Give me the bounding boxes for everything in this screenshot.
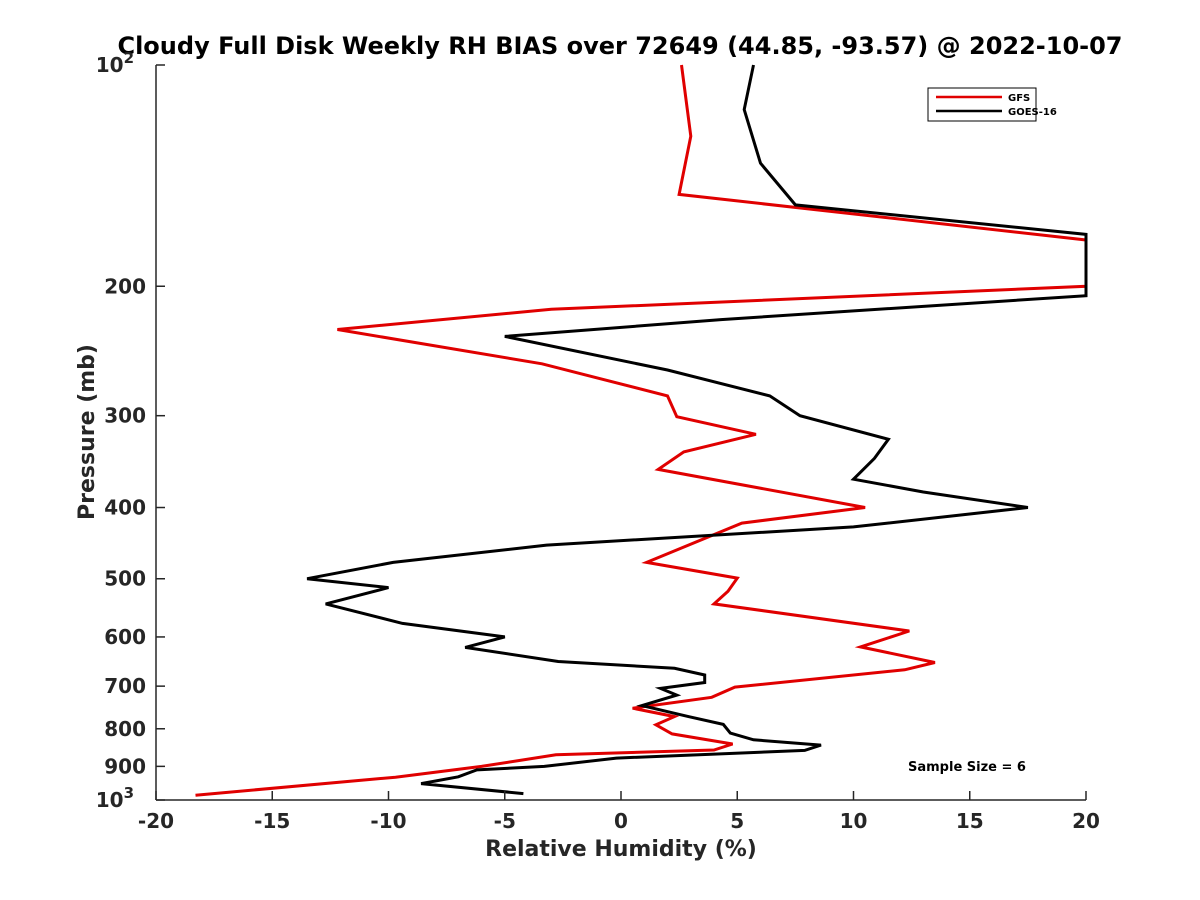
x-tick-label: -15 [254, 809, 290, 833]
legend: GFS GOES-16 [927, 87, 1057, 122]
y-tick-label: 600 [104, 625, 146, 649]
legend-label-gfs: GFS [1008, 93, 1030, 104]
y-tick-label: 800 [104, 717, 146, 741]
x-axis-label: Relative Humidity (%) [485, 837, 757, 862]
series-line-goes16 [306, 64, 1088, 796]
legend-box [927, 87, 1037, 122]
x-tick-label: 15 [956, 809, 984, 833]
y-tick-label: 500 [104, 567, 146, 591]
x-tick-label: -20 [138, 809, 174, 833]
x-axis-ticks: -20 -15 -10 -5 0 5 10 15 20 [138, 791, 1100, 833]
y-axis-label: Pressure (mb) [75, 344, 100, 520]
y-tick-label: 900 [104, 754, 146, 778]
legend-label-goes16: GOES-16 [1008, 107, 1057, 118]
x-tick-label: -5 [494, 809, 516, 833]
y-tick-label: 300 [104, 404, 146, 428]
chart-title: Cloudy Full Disk Weekly RH BIAS over 726… [117, 32, 1122, 60]
y-tick-label: 102 [96, 49, 134, 77]
series-line-gfs [195, 64, 1088, 797]
y-axis-ticks: 102 200 300 400 500 600 700 800 900 103 [96, 49, 165, 812]
x-tick-label: 5 [730, 809, 744, 833]
series-layer [195, 64, 1088, 797]
x-tick-label: -10 [370, 809, 406, 833]
x-tick-label: 0 [614, 809, 628, 833]
y-tick-label: 400 [104, 496, 146, 520]
y-tick-label: 700 [104, 674, 146, 698]
y-tick-label: 103 [96, 784, 134, 812]
x-tick-label: 20 [1072, 809, 1100, 833]
x-tick-label: 10 [840, 809, 868, 833]
y-tick-label: 200 [104, 274, 146, 298]
sample-size-annotation: Sample Size = 6 [908, 760, 1026, 775]
